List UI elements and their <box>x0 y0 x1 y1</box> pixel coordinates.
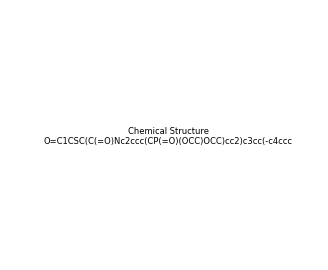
Text: Chemical Structure
O=C1CSC(C(=O)Nc2ccc(CP(=O)(OCC)OCC)cc2)c3cc(-c4ccc: Chemical Structure O=C1CSC(C(=O)Nc2ccc(C… <box>44 127 293 146</box>
